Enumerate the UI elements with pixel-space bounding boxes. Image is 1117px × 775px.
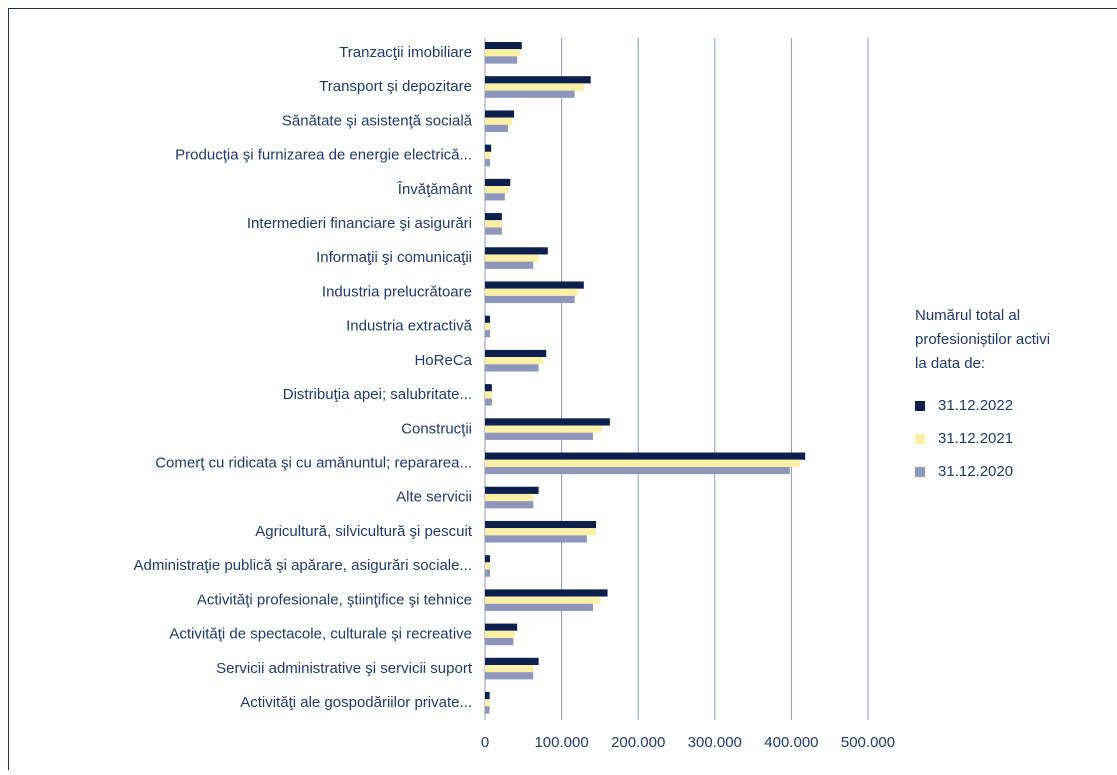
bar	[485, 364, 539, 371]
y-tick-label: Industria prelucrătoare	[322, 283, 472, 300]
bar	[485, 535, 587, 542]
bar	[485, 706, 490, 713]
bar	[485, 186, 508, 193]
legend-swatch	[915, 467, 925, 477]
bar	[485, 145, 491, 152]
y-tick-label: Intermedieri financiare şi asigurări	[247, 215, 472, 232]
bar	[485, 555, 490, 562]
x-tick-label: 100.000	[534, 734, 588, 751]
y-tick-label: Alte servicii	[396, 489, 472, 506]
bar	[485, 699, 490, 706]
x-tick-label: 0	[481, 734, 489, 751]
legend-title: la data de:	[915, 355, 985, 372]
y-tick-label: Învăţământ	[397, 181, 473, 198]
frame	[9, 9, 1117, 771]
y-tick-label: Sănătate şi asistenţă socială	[282, 112, 473, 129]
legend-label: 31.12.2020	[938, 463, 1013, 480]
legend-swatch	[915, 434, 925, 444]
legend-label: 31.12.2022	[938, 397, 1013, 414]
bar	[485, 638, 513, 645]
bar	[485, 501, 533, 508]
bar	[485, 118, 512, 125]
y-tick-label: Activităţi ale gospodăriilor private...	[240, 694, 472, 711]
bar	[485, 521, 596, 528]
bar	[485, 296, 575, 303]
y-tick-label: HoReCa	[414, 352, 472, 369]
bar	[485, 604, 593, 611]
bar	[485, 281, 584, 288]
y-tick-label: Construcţii	[401, 420, 472, 437]
legend-label: 31.12.2021	[938, 430, 1013, 447]
bar	[485, 460, 800, 467]
bar	[485, 213, 502, 220]
bar	[485, 193, 505, 200]
bar	[485, 692, 490, 699]
bar	[485, 665, 533, 672]
bar	[485, 467, 790, 474]
bar	[485, 159, 490, 166]
bar	[485, 227, 502, 234]
bar	[485, 597, 601, 604]
bar	[485, 262, 533, 269]
bar	[485, 76, 591, 83]
bar	[485, 570, 490, 577]
bar	[485, 91, 575, 98]
bar	[485, 418, 610, 425]
x-tick-label: 200.000	[611, 734, 665, 751]
bar	[485, 220, 502, 227]
x-tick-label: 400.000	[764, 734, 818, 751]
y-tick-label: Distribuţia apei; salubritate...	[283, 386, 472, 403]
bar	[485, 589, 608, 596]
y-tick-label: Activităţi profesionale, ştiinţifice şi …	[197, 591, 472, 608]
y-tick-label: Producţia şi furnizarea de energie elect…	[175, 147, 472, 164]
x-tick-label: 500.000	[841, 734, 895, 751]
bar	[485, 247, 548, 254]
y-tick-label: Agricultură, silvicultură şi pescuit	[255, 523, 473, 540]
y-tick-label: Activităţi de spectacole, culturale şi r…	[169, 626, 472, 643]
bar	[485, 125, 508, 132]
bar	[485, 487, 539, 494]
bar	[485, 658, 539, 665]
bar	[485, 152, 490, 159]
bar	[485, 399, 492, 406]
bar	[485, 350, 546, 357]
y-tick-label: Industria extractivă	[346, 318, 473, 335]
y-tick-label: Transport şi depozitare	[319, 78, 472, 95]
bar	[485, 672, 533, 679]
bar	[485, 391, 492, 398]
legend-swatch	[915, 401, 925, 411]
bar	[485, 110, 514, 117]
bar	[485, 624, 517, 631]
bar	[485, 42, 522, 49]
legend-title: profesioniștilor activi	[915, 331, 1050, 348]
bar	[485, 631, 515, 638]
bar	[485, 83, 584, 90]
bar	[485, 426, 601, 433]
bar	[485, 316, 490, 323]
bar	[485, 494, 533, 501]
bar	[485, 56, 517, 63]
bar	[485, 323, 490, 330]
bar	[485, 453, 805, 460]
y-tick-label: Servicii administrative şi servicii supo…	[216, 660, 473, 677]
y-tick-label: Administraţie publică şi apărare, asigur…	[134, 557, 473, 574]
bar	[485, 433, 593, 440]
legend-title: Numărul total al	[915, 307, 1020, 324]
bar	[485, 49, 520, 56]
y-tick-label: Comerţ cu ridicata şi cu amănuntul; repa…	[155, 454, 472, 471]
bar	[485, 384, 492, 391]
bar	[485, 254, 539, 261]
bar	[485, 562, 490, 569]
bar	[485, 289, 578, 296]
bar	[485, 179, 510, 186]
x-tick-label: 300.000	[688, 734, 742, 751]
bar	[485, 528, 596, 535]
y-tick-label: Informaţii şi comunicaţii	[316, 249, 472, 266]
bar	[485, 357, 543, 364]
bar	[485, 330, 490, 337]
y-tick-label: Tranzacţii imobiliare	[339, 44, 472, 61]
